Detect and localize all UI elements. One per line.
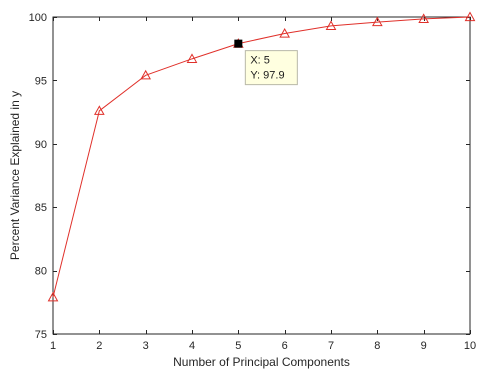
data-point-marker [371, 16, 383, 27]
y-tick-label: 80 [35, 266, 47, 278]
y-tick-label: 100 [29, 12, 47, 24]
y-tick-label: 85 [35, 202, 47, 214]
datatip-y-text: Y: 97.9 [250, 70, 284, 82]
x-tick-label: 1 [50, 340, 56, 352]
data-point-marker [325, 20, 337, 30]
x-tick-label: 6 [282, 340, 288, 352]
data-point-marker [279, 27, 291, 38]
data-point-marker [418, 13, 430, 24]
x-tick-label: 8 [374, 340, 380, 352]
y-axis-label: Percent Variance Explained in y [8, 91, 22, 260]
datatip-marker[interactable] [234, 39, 243, 48]
x-axis-ticks: 1 2 3 4 5 6 7 8 9 10 [50, 17, 476, 352]
x-tick-label: 5 [235, 340, 241, 352]
x-tick-label: 4 [189, 340, 195, 352]
data-point-marker [93, 105, 105, 115]
x-tick-label: 7 [328, 340, 334, 352]
data-point-marker [186, 53, 198, 63]
datatip[interactable]: X: 5 Y: 97.9 [234, 39, 298, 86]
x-tick-label: 3 [143, 340, 149, 352]
y-axis-ticks: 75 80 85 90 95 100 [29, 12, 470, 341]
y-tick-label: 90 [35, 139, 47, 151]
series-line [52, 16, 471, 298]
data-point-marker [140, 69, 152, 80]
x-tick-label: 2 [96, 340, 102, 352]
datatip-box[interactable] [244, 50, 298, 86]
data-point-marker [47, 291, 59, 302]
x-tick-label: 10 [464, 340, 476, 352]
x-tick-label: 9 [421, 340, 427, 352]
y-tick-label: 75 [35, 329, 47, 341]
y-tick-label: 95 [35, 75, 47, 87]
data-point-marker [464, 11, 476, 22]
x-axis-label: Number of Principal Components [173, 355, 350, 369]
datatip-x-text: X: 5 [250, 55, 270, 67]
